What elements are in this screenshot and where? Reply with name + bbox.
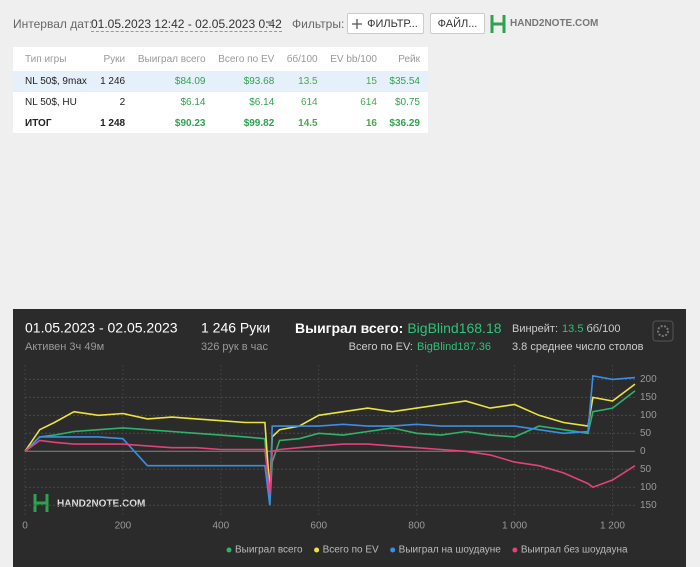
table-cell: $6.14: [180, 97, 206, 108]
filter-button[interactable]: ФИЛЬТР...: [347, 13, 424, 34]
winrate-value: 13.5: [562, 323, 583, 335]
y-tick-label: 150: [640, 392, 657, 403]
table-cell: $93.68: [243, 76, 275, 87]
table: Тип игры Руки Выиграл всего Всего по EV бб/1…: [13, 47, 428, 134]
table-cell: $35.54: [389, 76, 420, 87]
legend-label: Выиграл на шоудауне: [399, 545, 502, 556]
filters-label: Фильтры:: [292, 17, 345, 31]
table-cell: ИТОГ: [25, 118, 52, 129]
active: Активен 3ч 49м: [25, 341, 104, 353]
table-cell: 1 248: [100, 118, 126, 129]
date-label: Интервал дат:: [13, 17, 93, 31]
table-row: NL 50$, HU 2 $6.14 $6.14 614 614 $0.75: [13, 92, 428, 113]
x-tick-label: 1 200: [600, 521, 625, 532]
y-tick-label: 100: [640, 410, 657, 421]
legend-marker: [512, 547, 518, 553]
column-header: Всего по EV: [218, 53, 275, 65]
table-cell: 1 246: [100, 76, 126, 87]
x-tick-label: 0: [22, 521, 28, 532]
x-tick-label: 200: [115, 521, 132, 532]
date-range[interactable]: 01.05.2023 12:42 - 02.05.2023 0:42: [91, 17, 282, 32]
ev: Всего по EV: BigBlind187.36: [349, 341, 491, 353]
legend-marker: [314, 547, 320, 553]
table-cell: 14.5: [298, 118, 318, 129]
legend-label: Выиграл без шоудауна: [521, 544, 628, 556]
stats-table: Тип игры Руки Выиграл всего Всего по EV бб/1…: [13, 47, 428, 133]
winrate-unit: бб/100: [586, 323, 620, 335]
period: 01.05.2023 - 02.05.2023: [25, 320, 178, 336]
x-tick-label: 1 000: [502, 521, 527, 532]
gear-icon: [657, 325, 669, 337]
column-header: бб/100: [286, 53, 318, 65]
settings-button[interactable]: [652, 320, 674, 342]
column-header: Руки: [103, 53, 126, 65]
file-button[interactable]: ФАЙЛ...: [430, 13, 485, 34]
table-cell: $99.82: [243, 118, 275, 129]
won-label: Выиграл всего:: [295, 320, 403, 336]
table-cell: 614: [300, 97, 318, 108]
column-header: Рейк: [398, 53, 420, 65]
x-tick-label: 800: [408, 521, 425, 532]
watermark: HAND2NOTE.COM: [57, 499, 145, 510]
table-cell: 614: [360, 97, 377, 108]
y-tick-label: 0: [640, 446, 646, 457]
column-header: Выиграл всего: [137, 53, 206, 65]
y-tick-label: 100: [640, 482, 657, 493]
legend-marker: [390, 547, 396, 553]
table-cell: $84.09: [174, 76, 206, 87]
column-header: EV bb/100: [330, 53, 377, 65]
y-tick-label: 200: [640, 374, 657, 385]
table-cell: 13.5: [298, 76, 318, 87]
chart-panel: [13, 309, 686, 567]
table-cell: 15: [365, 76, 377, 87]
legend-label: Всего по EV: [323, 545, 379, 556]
table-row: NL 50$, 9max 1 246 $84.09 $93.68 13.5 15 $35.5…: [13, 71, 428, 92]
series-line: [24, 374, 636, 506]
ev-value: BigBlind187.36: [417, 341, 491, 353]
winrate-label: Винрейт:: [512, 323, 558, 335]
logo-icon: [490, 15, 506, 33]
table-row: ИТОГ 1 248 $90.23 $99.82 14.5 16 $36.29: [13, 113, 428, 134]
column-header: Тип игры: [25, 53, 67, 65]
ev-label: Всего по EV:: [349, 341, 413, 353]
rate: 326 рук в час: [201, 341, 269, 353]
logo: HAND2NOTE.COM: [510, 18, 599, 29]
table-cell: $90.23: [174, 118, 206, 129]
dropdown-arrow[interactable]: [266, 21, 274, 27]
x-tick-label: 400: [212, 521, 229, 532]
watermark-icon: [33, 494, 49, 512]
legend-marker: [226, 547, 232, 553]
table-cell: NL 50$, HU: [25, 97, 77, 108]
y-tick-label: 150: [640, 500, 657, 511]
hands: 1 246 Руки: [201, 320, 270, 336]
x-tick-label: 600: [310, 521, 327, 532]
plus-icon: [352, 19, 362, 29]
tables: 3.8 среднее число столов: [512, 341, 644, 353]
won: Выиграл всего: BigBlind168.18: [295, 320, 502, 336]
y-tick-label: 50: [640, 428, 652, 439]
series-line: [24, 439, 636, 495]
table-cell: $36.29: [389, 118, 420, 129]
table-cell: $0.75: [394, 97, 420, 108]
table-cell: $6.14: [249, 97, 275, 108]
table-cell: 2: [119, 97, 126, 108]
table-cell: NL 50$, 9max: [25, 76, 87, 87]
table-cell: 16: [365, 118, 377, 129]
y-tick-label: 50: [640, 464, 652, 475]
won-value: BigBlind168.18: [407, 320, 501, 336]
legend-label: Выиграл всего: [235, 545, 303, 556]
series-line: [24, 390, 636, 506]
winrate: Винрейт: 13.5 бб/100: [512, 323, 620, 335]
